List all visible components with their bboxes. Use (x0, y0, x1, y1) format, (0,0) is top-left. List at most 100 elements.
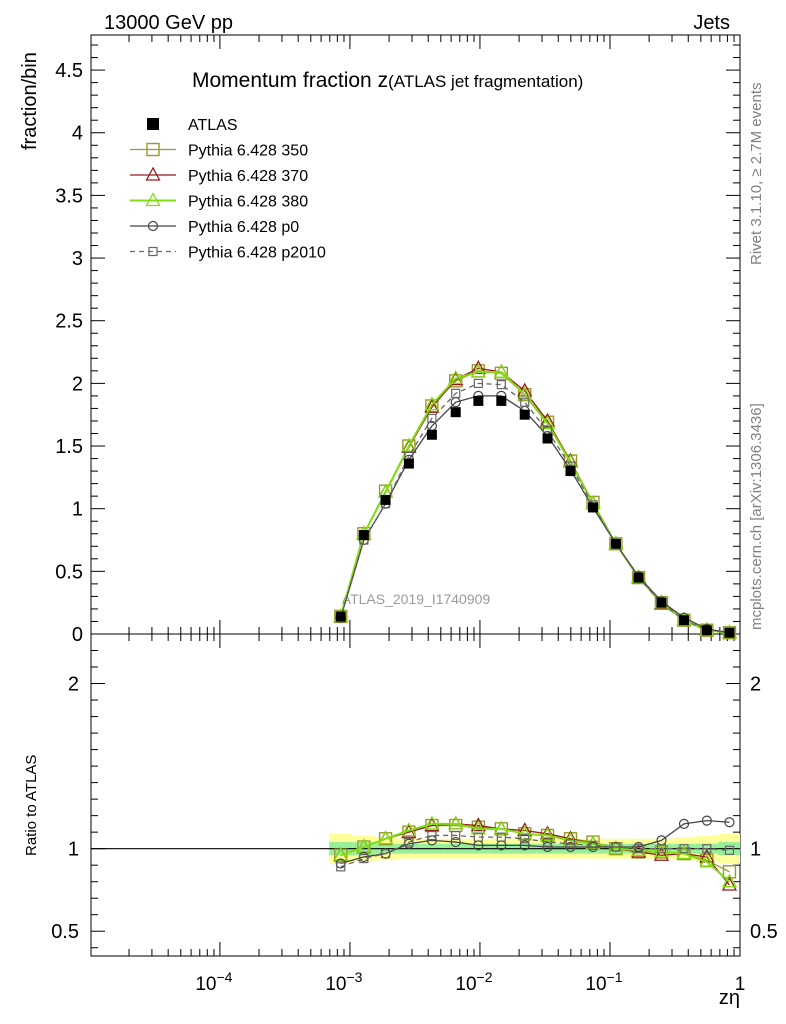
data-point (496, 395, 507, 406)
data-point (610, 538, 621, 549)
ratio-series-marker (519, 840, 530, 851)
ratio-series-marker (448, 815, 464, 830)
legend: ATLAS Pythia 6.428 350 Pythia 6.428 370 Pyt… (130, 117, 326, 262)
legend-label: Pythia 6.428 p2010 (188, 245, 326, 262)
main-layer: 0 0.5 1 1.5 2 2.5 3 3.5 4 4.5 (55, 35, 741, 646)
legend-marker (147, 220, 159, 232)
main-y-tick-label: 4.5 (55, 60, 83, 82)
ratio-series-marker (520, 834, 530, 844)
main-y-axis-label: fraction/bin (19, 52, 41, 150)
series-marker (427, 413, 437, 424)
ratio-series-marker (473, 832, 483, 842)
data-point (633, 572, 644, 583)
ratio-y-tick-label-right: 2 (750, 674, 761, 696)
ratio-y-tick-label: 0.5 (51, 921, 79, 943)
series-marker (517, 386, 533, 401)
data-point (542, 433, 553, 444)
ratio-series-marker (336, 862, 346, 872)
plot-title-main: Momentum fraction z (192, 69, 388, 92)
ratio-series-marker (653, 843, 670, 858)
ratio-series-marker (702, 844, 712, 854)
data-point (380, 494, 391, 505)
series-marker (449, 374, 463, 388)
series-marker (473, 378, 483, 388)
data-point (426, 429, 437, 440)
main-y-tick-label: 3 (72, 248, 83, 270)
ratio-series-marker (424, 815, 440, 830)
main-y-tick-label: 2 (72, 373, 83, 395)
ratio-series-marker (450, 836, 461, 848)
ratio-series-marker (565, 839, 576, 849)
data-point (587, 502, 598, 513)
analysis-watermark: ATLAS_2019_I1740909 (342, 591, 491, 607)
ratio-series-marker (699, 853, 715, 868)
main-y-tick-label: 0 (72, 624, 83, 646)
series-marker (424, 396, 440, 411)
ratio-series-marker (721, 876, 738, 891)
ratio-series-marker (404, 837, 414, 847)
data-point (335, 611, 346, 622)
ratio-series-marker (608, 840, 624, 855)
ratio-y-tick-label: 1 (68, 839, 79, 861)
ratio-series-marker (493, 820, 509, 835)
series-marker (494, 366, 509, 381)
ratio-series-marker (470, 817, 486, 832)
x-axis-label: zη (719, 987, 740, 1009)
ratio-y-tick-label-right: 1 (750, 839, 761, 861)
legend-label: Pythia 6.428 380 (188, 194, 308, 211)
legend-label: Pythia 6.428 350 (188, 143, 308, 160)
ratio-layer: 10−4 10−3 10−2 10−1 1 0.5 0.5 1 1 2 2 (51, 634, 778, 995)
ratio-series-marker (656, 844, 667, 854)
legend-label: Pythia 6.428 370 (188, 168, 308, 185)
ratio-series-marker (539, 827, 556, 842)
plot-title-sub: (ATLAS jet fragmentation) (388, 72, 583, 91)
ratio-series-marker (427, 830, 437, 841)
ratio-y-tick-label: 2 (68, 674, 79, 696)
series-marker (470, 363, 486, 378)
main-y-tick-label: 4 (72, 123, 83, 145)
data-point (473, 395, 484, 406)
ratio-y-axis-label: Ratio to ATLAS (23, 755, 40, 856)
ratio-series-marker (585, 835, 601, 850)
ratio-series-marker (542, 841, 553, 853)
ratio-series-marker (333, 846, 349, 861)
ratio-series-marker (611, 842, 621, 852)
ratio-series-marker (678, 818, 690, 829)
series-marker (496, 380, 506, 390)
data-point (519, 409, 530, 420)
ratio-series-marker (588, 840, 598, 850)
ratio-series-marker (542, 837, 553, 847)
legend-marker (147, 118, 159, 130)
main-y-tick-label: 1.5 (55, 436, 83, 458)
data-point (403, 458, 414, 469)
legend-marker (146, 142, 160, 157)
x-tick-label: 10−3 (325, 969, 362, 995)
ratio-y-tick-label-right: 0.5 (750, 921, 778, 943)
series-marker (539, 415, 556, 430)
x-tick-label: 10−2 (455, 969, 492, 995)
mcplots-info: mcplots.cern.ch [arXiv:1306.3436] (748, 403, 765, 630)
main-y-tick-label: 1 (72, 499, 83, 521)
energy-label: 13000 GeV pp (104, 12, 233, 34)
main-y-tick-label: 3.5 (55, 185, 83, 207)
process-label: Jets (693, 12, 730, 34)
ratio-series-marker (633, 844, 644, 854)
rivet-info: Rivet 3.1.10, ≥ 2.7M events (748, 83, 765, 266)
main-y-tick-label: 0.5 (55, 561, 83, 583)
ratio-series-marker (653, 846, 670, 861)
data-point (358, 530, 369, 541)
ratio-series-marker (377, 830, 394, 845)
ratio-series-line (340, 834, 730, 868)
legend-marker (148, 246, 158, 257)
ratio-series-marker (631, 841, 647, 856)
x-tick-label: 1 (735, 974, 746, 995)
series-marker (401, 437, 417, 452)
legend-label: Pythia 6.428 p0 (188, 219, 299, 236)
x-tick-label: 10−4 (195, 969, 232, 995)
ratio-series-marker (380, 849, 391, 859)
legend-marker (145, 166, 161, 181)
ratio-series-marker (517, 822, 533, 837)
ratio-series-marker (496, 832, 506, 842)
data-point (679, 615, 690, 626)
